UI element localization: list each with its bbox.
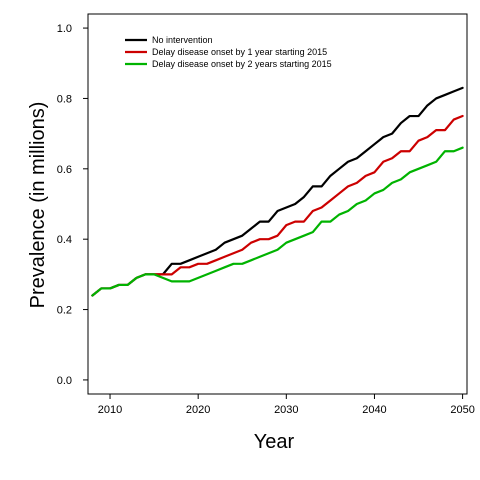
series-line-2 [91, 114, 464, 297]
plot-frame [87, 13, 468, 395]
x-tick-label: 2050 [450, 404, 474, 416]
x-tick-label: 2030 [274, 404, 298, 416]
x-tick-label: 2010 [98, 404, 122, 416]
legend-label: Delay disease onset by 1 year starting 2… [152, 47, 327, 57]
legend: No intervention Delay disease onset by 1 … [125, 35, 332, 69]
x-tick-label: 2040 [362, 404, 386, 416]
y-tick-label: 0.8 [57, 93, 72, 105]
series-line-3 [91, 146, 464, 297]
series-line-1 [91, 86, 464, 297]
y-axis-title: Prevalence (in millions) [27, 102, 49, 309]
y-tick-label: 0.2 [57, 305, 72, 317]
y-tick-label: 1.0 [57, 23, 72, 35]
y-tick-label: 0.4 [57, 234, 72, 246]
x-tick-label: 2020 [186, 404, 210, 416]
legend-label: Delay disease onset by 2 years starting … [152, 59, 332, 69]
x-axis: 2010 2020 2030 2040 2050 [98, 394, 475, 416]
x-axis-title: Year [254, 431, 295, 453]
legend-label: No intervention [152, 35, 213, 45]
y-tick-label: 0.0 [57, 375, 72, 387]
y-tick-label: 0.6 [57, 164, 72, 176]
y-axis: 0.0 0.2 0.4 0.6 0.8 1.0 [57, 23, 88, 387]
series-layer [91, 86, 464, 297]
